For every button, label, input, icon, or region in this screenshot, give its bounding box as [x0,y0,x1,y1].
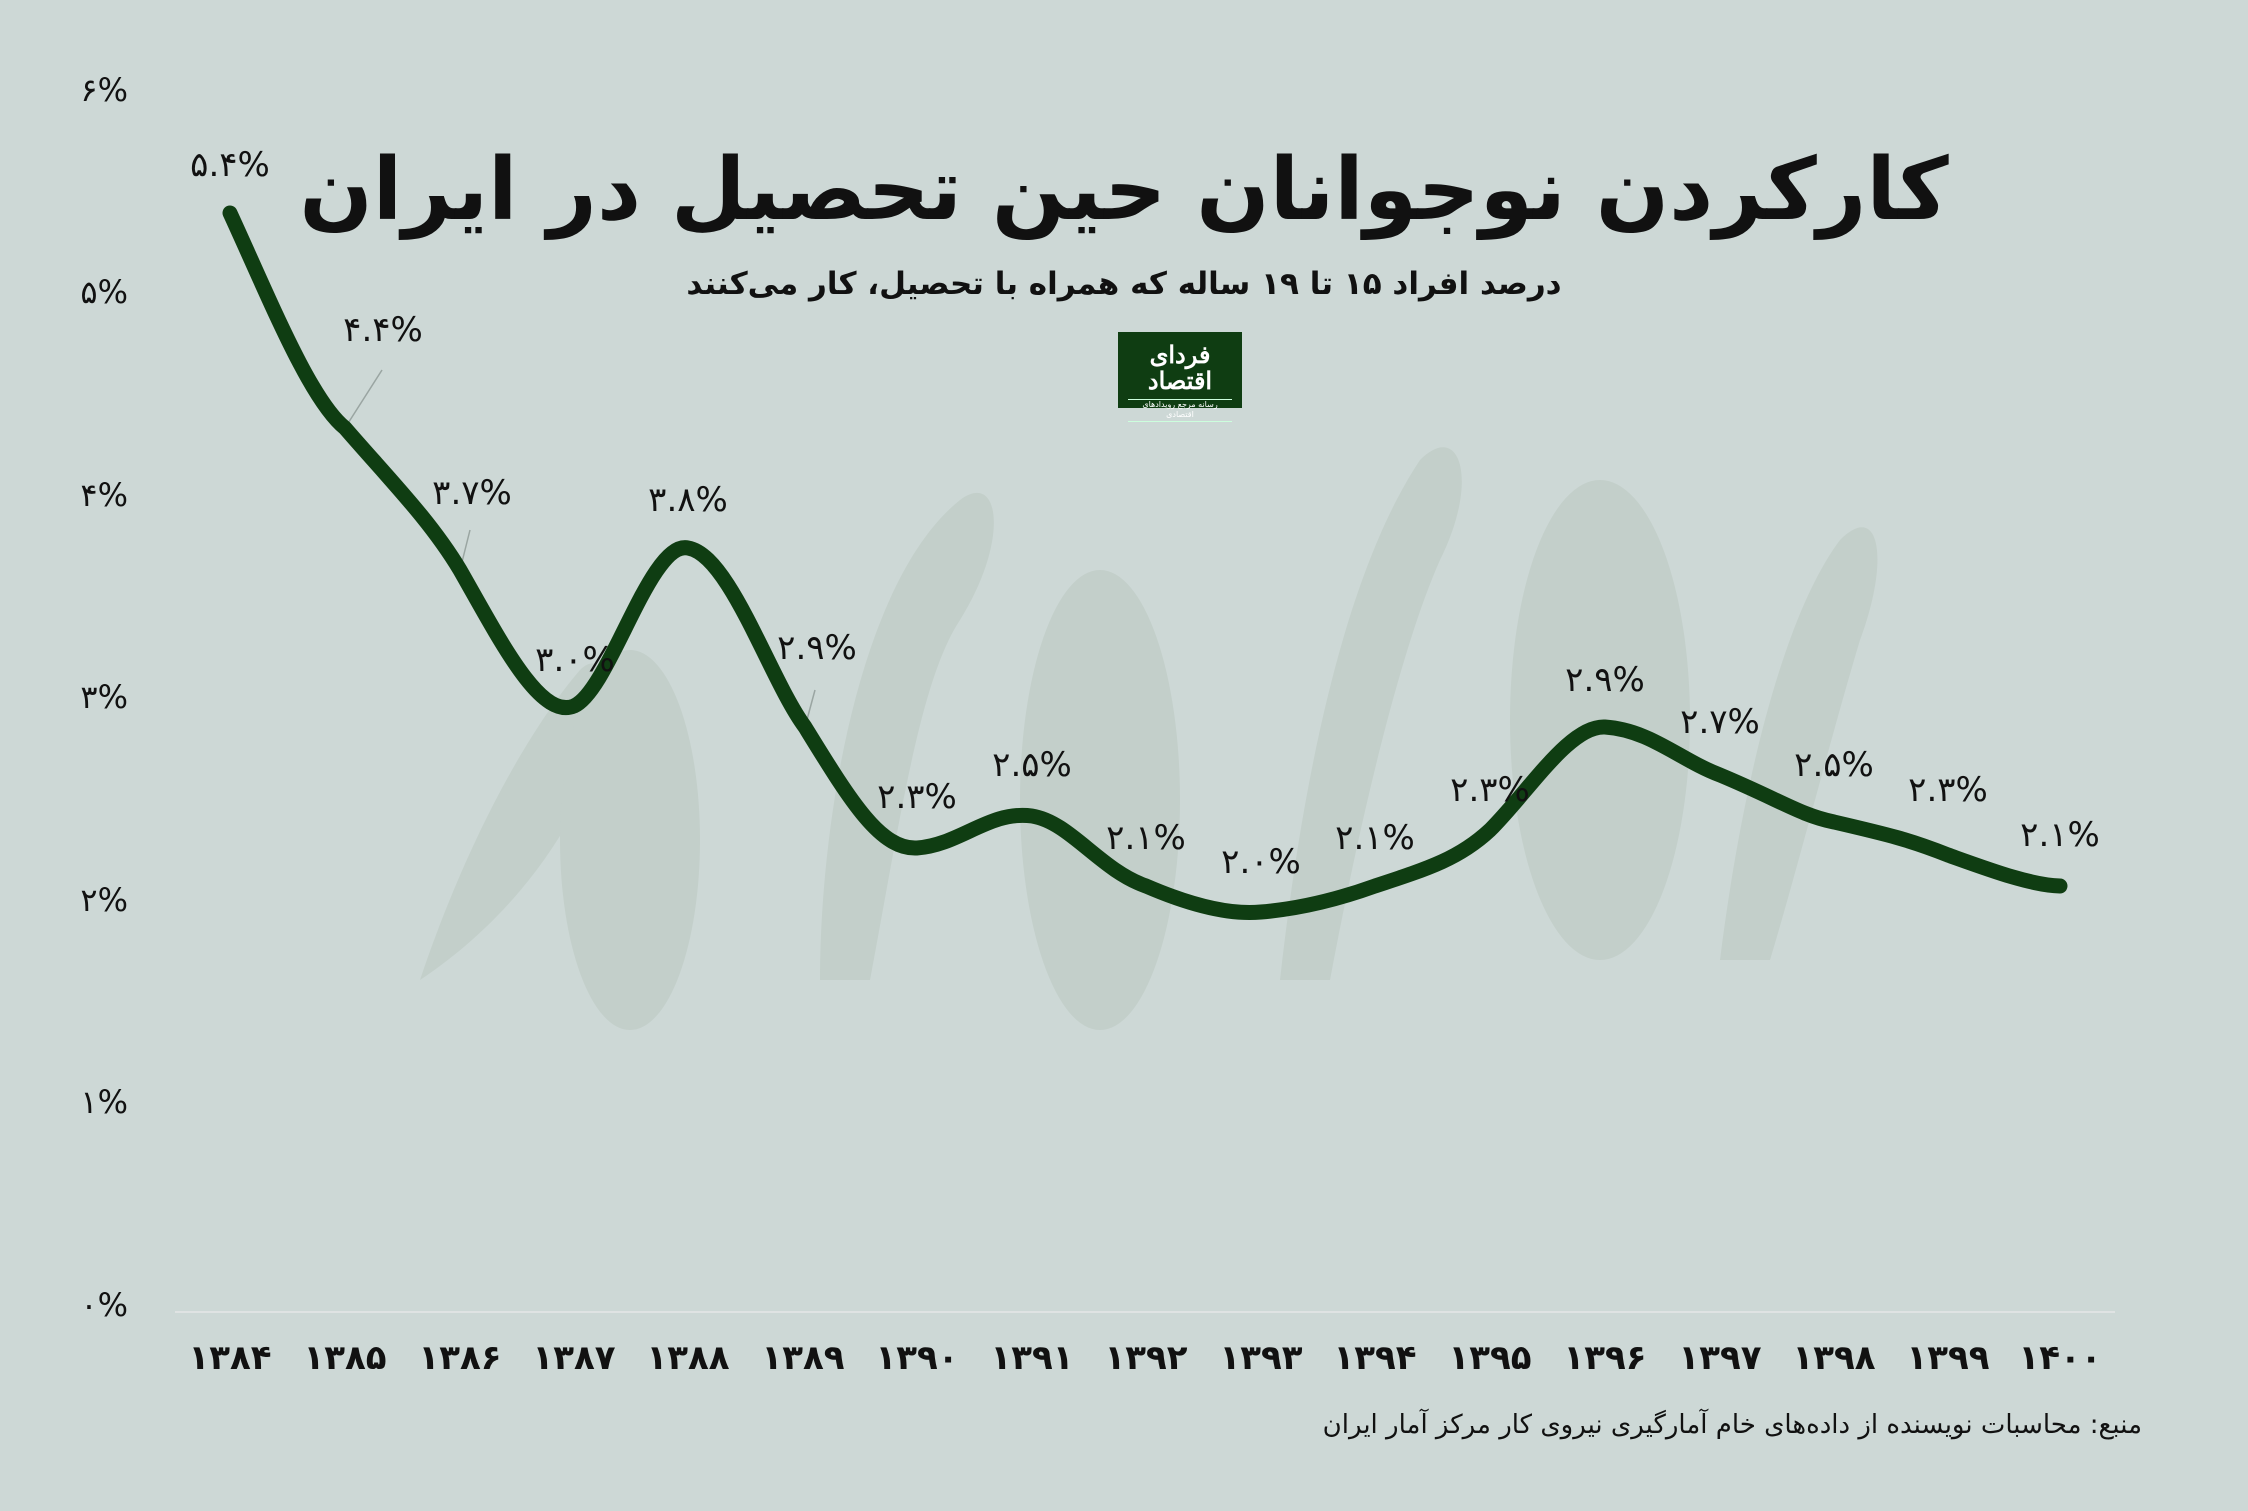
data-label: ۳.۸% [648,480,728,520]
data-label: ۲.۱% [2020,815,2100,855]
x-tick-label: ۱۳۹۲ [1104,1338,1188,1378]
data-label: ۲.۳% [877,777,957,817]
data-label: ۲.۰% [1221,842,1301,882]
x-tick-label: ۱۳۸۹ [761,1338,845,1378]
y-tick-label: ۲% [80,881,128,919]
y-tick-label: ۱% [80,1083,128,1121]
x-axis-line [175,1311,2115,1313]
y-tick-label: ۵% [80,273,128,311]
data-label: ۵.۴% [190,145,270,185]
data-label: ۲.۳% [1908,770,1988,810]
data-label: ۲.۷% [1680,702,1760,742]
watermark-logo [420,447,1878,1030]
x-tick-label: ۱۳۸۵ [303,1338,387,1378]
data-label: ۲.۹% [1565,660,1645,700]
publisher-logo: فردای اقتصاد رسانه مرجع رویدادهای اقتصاد… [1118,332,1242,422]
x-tick-label: ۱۳۹۳ [1219,1338,1303,1378]
data-label: ۲.۳% [1450,770,1530,810]
y-tick-label: ۰% [80,1286,128,1324]
x-tick-label: ۱۳۹۹ [1906,1338,1990,1378]
data-label: ۲.۱% [1335,818,1415,858]
trend-line [222,205,2068,920]
x-tick-label: ۱۳۸۶ [418,1338,502,1378]
chart-subtitle: درصد افراد ۱۵ تا ۱۹ ساله که همراه با تحص… [686,266,1562,302]
x-tick-label: ۱۳۹۷ [1678,1338,1762,1378]
x-tick-label: ۱۳۹۶ [1563,1338,1647,1378]
y-tick-label: ۶% [80,71,128,109]
data-label: ۳.۰% [535,640,615,680]
y-tick-label: ۳% [80,678,128,716]
x-tick-label: ۱۴۰۰ [2018,1338,2102,1378]
x-tick-label: ۱۳۹۰ [875,1338,959,1378]
data-label: ۲.۹% [777,628,857,668]
logo-tagline: رسانه مرجع رویدادهای اقتصادی [1128,398,1232,422]
x-tick-label: ۱۳۹۱ [990,1338,1074,1378]
data-label: ۲.۱% [1106,818,1186,858]
logo-name: فردای اقتصاد [1147,340,1213,396]
source-note: منبع: محاسبات نویسنده از داده‌های خام آم… [1322,1410,2142,1440]
x-tick-label: ۱۳۹۸ [1792,1338,1876,1378]
data-label: ۳.۷% [432,473,512,513]
chart-title: کارکردن نوجوانان حین تحصیل در ایران [299,140,1949,240]
data-label: ۲.۵% [992,745,1072,785]
x-tick-label: ۱۳۹۴ [1333,1338,1417,1378]
x-tick-label: ۱۳۹۵ [1448,1338,1532,1378]
data-label: ۲.۵% [1794,745,1874,785]
y-tick-label: ۴% [80,476,128,514]
x-tick-label: ۱۳۸۸ [646,1338,730,1378]
x-tick-label: ۱۳۸۴ [188,1338,272,1378]
data-label: ۴.۴% [343,310,423,350]
x-tick-label: ۱۳۸۷ [532,1338,616,1378]
